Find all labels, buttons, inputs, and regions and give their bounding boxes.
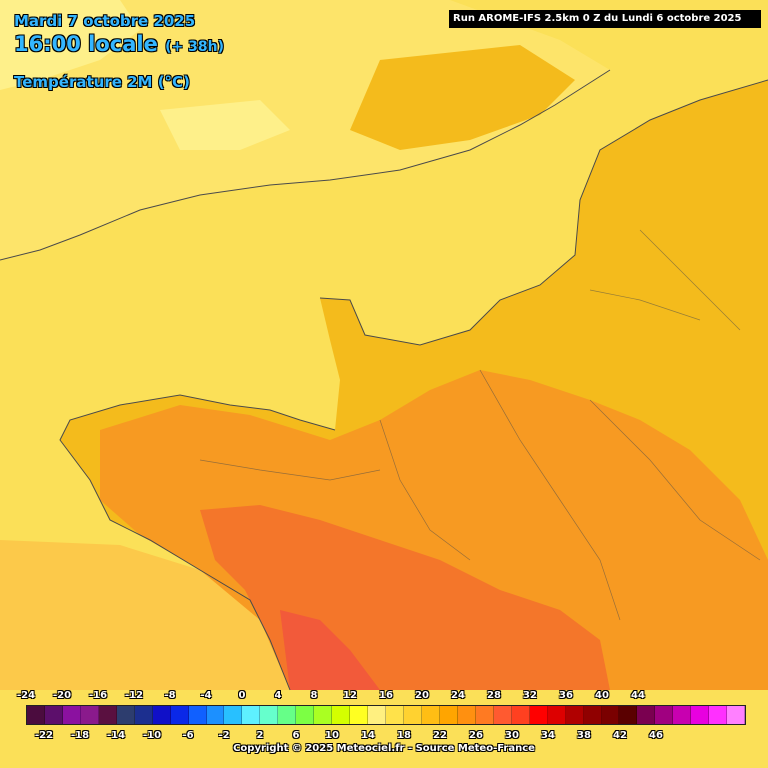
legend-tick-top: -12	[124, 690, 144, 701]
legend-color-cell	[475, 706, 494, 724]
parameter-label: Température 2M (°C)	[14, 73, 190, 91]
legend-tick-top: 28	[487, 690, 501, 701]
legend-tick-bottom: 22	[433, 730, 447, 741]
legend-tick-bottom: 2	[256, 730, 264, 741]
legend-tick-bottom: 10	[325, 730, 339, 741]
legend-tick-top: 40	[595, 690, 609, 701]
legend-color-cell	[27, 706, 45, 724]
legend-color-cell	[529, 706, 548, 724]
england-south-coast	[0, 69, 611, 261]
legend-color-cell	[601, 706, 620, 724]
legend-color-cell	[404, 706, 422, 724]
legend-color-bar	[26, 705, 746, 725]
england-warm-zone	[350, 45, 575, 150]
legend-color-cell	[80, 706, 99, 724]
legend-tick-top: -24	[16, 690, 36, 701]
forecast-offset: (+ 38h)	[165, 39, 225, 55]
legend-tick-top: 36	[559, 690, 573, 701]
legend-color-cell	[583, 706, 602, 724]
legend-tick-top: 44	[631, 690, 645, 701]
legend-color-cell	[619, 706, 638, 724]
legend-tick-bottom: 30	[505, 730, 519, 741]
legend-color-cell	[62, 706, 81, 724]
legend-tick-top: 24	[451, 690, 465, 701]
forecast-date: Mardi 7 octobre 2025	[14, 12, 196, 30]
legend-color-cell	[224, 706, 243, 724]
legend-color-cell	[368, 706, 387, 724]
legend-tick-top: 16	[379, 690, 393, 701]
legend-color-cell	[98, 706, 117, 724]
legend-color-cell	[709, 706, 728, 724]
legend-tick-bottom: 46	[649, 730, 663, 741]
legend-tick-bottom: 26	[469, 730, 483, 741]
legend-color-cell	[260, 706, 279, 724]
legend-tick-top: 20	[415, 690, 429, 701]
france-north-coast	[319, 79, 768, 346]
legend-color-cell	[727, 706, 746, 724]
region-borders	[199, 229, 761, 621]
legend-tick-bottom: -22	[34, 730, 54, 741]
legend-color-cell	[152, 706, 171, 724]
england-cool-zone-2	[160, 100, 290, 150]
legend-color-cell	[296, 706, 315, 724]
legend-color-cell	[421, 706, 440, 724]
legend-color-cell	[314, 706, 333, 724]
legend-tick-bottom: -10	[142, 730, 162, 741]
legend-color-cell	[457, 706, 476, 724]
legend-tick-top: 0	[238, 690, 246, 701]
legend-color-cell	[386, 706, 405, 724]
legend-tick-bottom: 14	[361, 730, 375, 741]
legend-tick-top: 12	[343, 690, 357, 701]
legend-color-cell	[206, 706, 225, 724]
color-legend: -24 -20 -16 -12 -8 -4 0 4 8 12 16 20 24 28 32 36 40 44 -22…	[0, 686, 768, 768]
legend-tick-bottom: -14	[106, 730, 126, 741]
legend-tick-bottom: 38	[577, 730, 591, 741]
legend-tick-bottom: -18	[70, 730, 90, 741]
legend-color-cell	[116, 706, 135, 724]
legend-tick-bottom: 34	[541, 730, 555, 741]
legend-color-cell	[242, 706, 261, 724]
legend-color-cell	[278, 706, 297, 724]
legend-color-cell	[170, 706, 189, 724]
copyright-text: Copyright © 2025 Meteociel.fr - Source M…	[233, 743, 535, 754]
legend-tick-top: 32	[523, 690, 537, 701]
coastlines	[0, 69, 768, 691]
legend-tick-top: 8	[310, 690, 318, 701]
brittany-coast	[59, 394, 336, 691]
england-cool-zone	[0, 0, 140, 90]
legend-tick-bottom: 18	[397, 730, 411, 741]
legend-color-cell	[565, 706, 584, 724]
legend-color-cell	[134, 706, 153, 724]
legend-color-cell	[547, 706, 566, 724]
france-hottest-zone	[280, 610, 380, 690]
forecast-time-label: 16:00 locale	[14, 32, 158, 56]
forecast-time: 16:00 locale (+ 38h)	[14, 32, 224, 56]
legend-tick-bottom: -6	[182, 730, 194, 741]
run-info-box: Run AROME-IFS 2.5km 0 Z du Lundi 6 octob…	[449, 10, 761, 28]
legend-color-cell	[350, 706, 369, 724]
legend-tick-top: 4	[274, 690, 282, 701]
legend-tick-top: -20	[52, 690, 72, 701]
legend-color-cell	[511, 706, 530, 724]
legend-color-cell	[655, 706, 674, 724]
legend-color-cell	[691, 706, 710, 724]
legend-color-cell	[44, 706, 63, 724]
legend-color-cell	[673, 706, 692, 724]
legend-color-cell	[439, 706, 458, 724]
legend-tick-top: -16	[88, 690, 108, 701]
legend-tick-top: -4	[200, 690, 212, 701]
legend-tick-bottom: 42	[613, 730, 627, 741]
legend-color-cell	[332, 706, 351, 724]
legend-color-cell	[493, 706, 512, 724]
legend-tick-bottom: -2	[218, 730, 230, 741]
legend-color-cell	[637, 706, 656, 724]
atlantic-sea-area	[0, 540, 290, 690]
legend-tick-bottom: 6	[292, 730, 300, 741]
legend-tick-top: -8	[164, 690, 176, 701]
legend-color-cell	[188, 706, 207, 724]
